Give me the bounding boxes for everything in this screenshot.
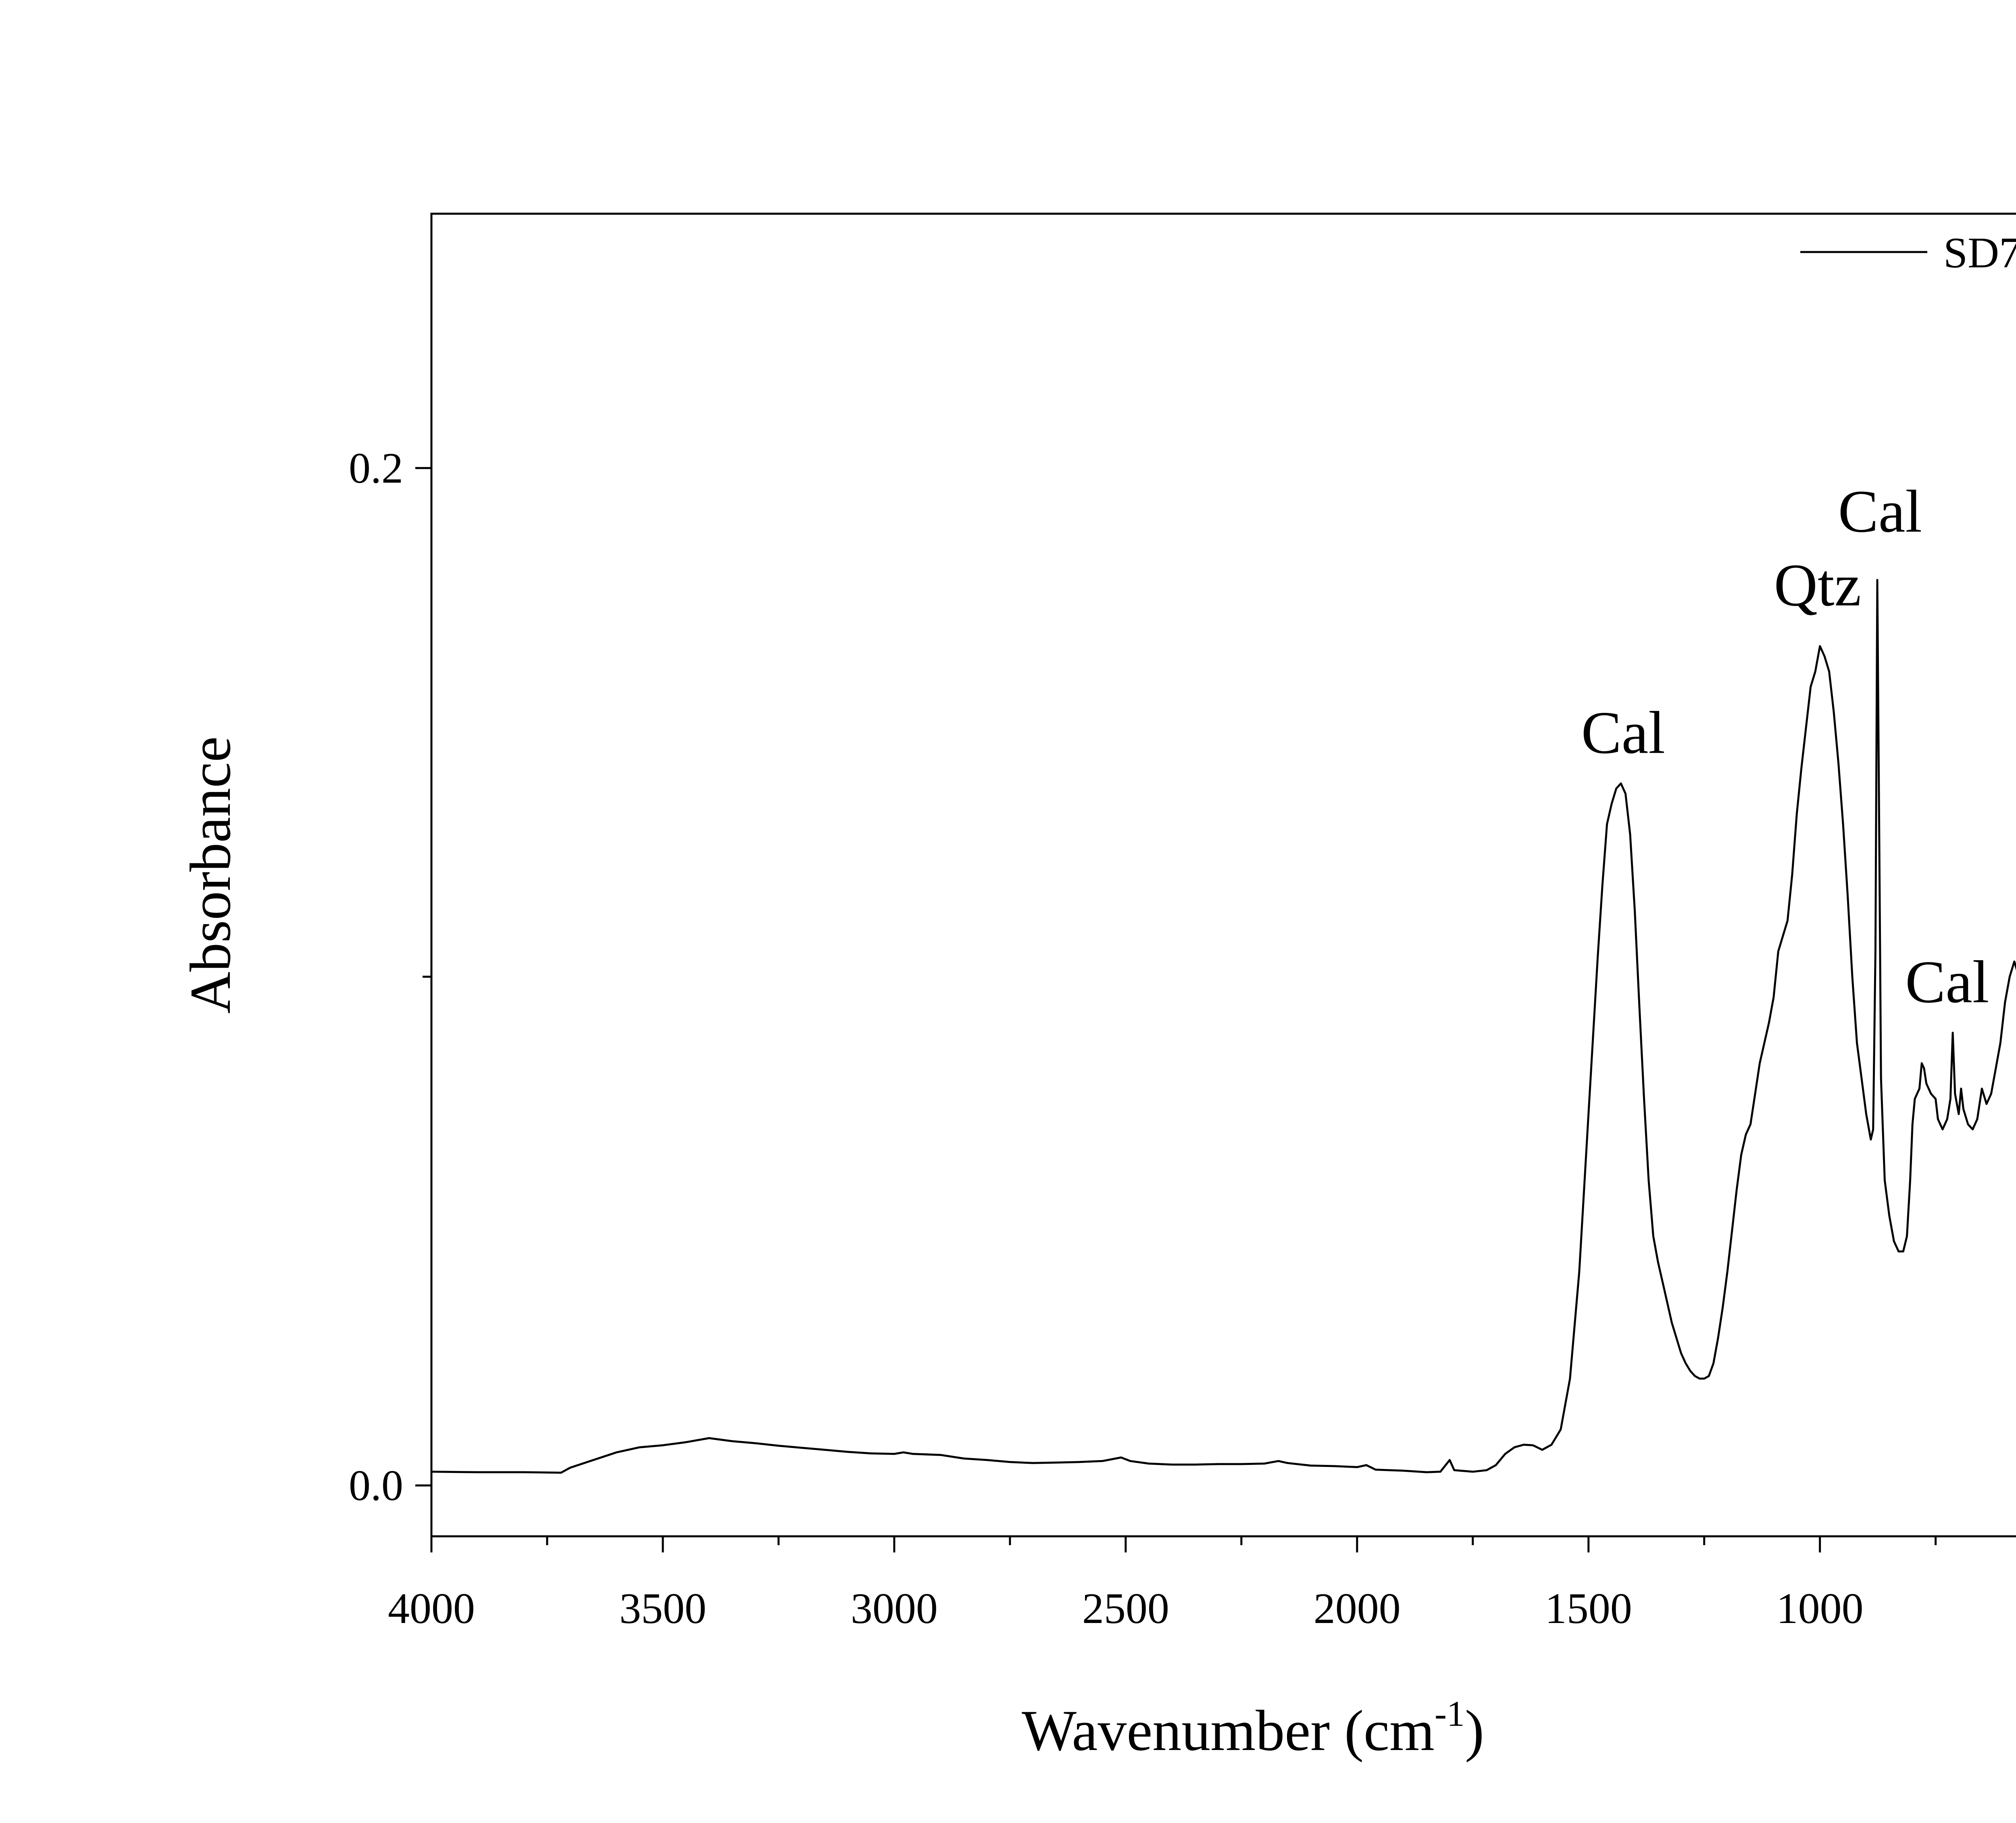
axis-ticks: 40003500300025002000150010005000.00.2 [349, 444, 1937, 1633]
peak-annotation-qtz: Qtz [1774, 552, 1862, 619]
x-axis-title-close: ) [1465, 1699, 1484, 1763]
legend-label-sd7: SD7 [1943, 229, 2016, 277]
x-tick-label: 1500 [1545, 1585, 1632, 1633]
x-tick-label: 1000 [1776, 1585, 1864, 1633]
x-axis-title-superscript: -1 [1435, 1694, 1465, 1734]
y-tick-label: 0.2 [349, 444, 403, 492]
data-layer [431, 579, 2016, 1474]
x-axis-title-text: Wavenumber (cm [1022, 1699, 1435, 1763]
annotations: Cal Qtz Cal Cal [1581, 478, 1989, 1015]
x-tick-label: 3000 [851, 1585, 938, 1633]
x-tick-label: 2500 [1082, 1585, 1169, 1633]
x-axis-title: Wavenumber (cm-1) [1022, 1694, 1484, 1763]
y-axis-title: Absorbance [179, 736, 243, 1014]
plot-area [430, 213, 2016, 1538]
plot-frame [430, 213, 2016, 1538]
peak-annotation-cal: Cal [1905, 948, 1989, 1015]
x-tick-label: 4000 [388, 1585, 475, 1633]
x-tick-label: 2000 [1314, 1585, 1401, 1633]
y-tick-label: 0.0 [349, 1462, 403, 1510]
peak-annotation-cal: Cal [1838, 478, 1922, 545]
legend: SD7 [1800, 229, 2016, 277]
series-line-sd7 [431, 579, 2016, 1474]
x-tick-label: 3500 [619, 1585, 706, 1633]
peak-annotation-cal: Cal [1581, 699, 1665, 766]
